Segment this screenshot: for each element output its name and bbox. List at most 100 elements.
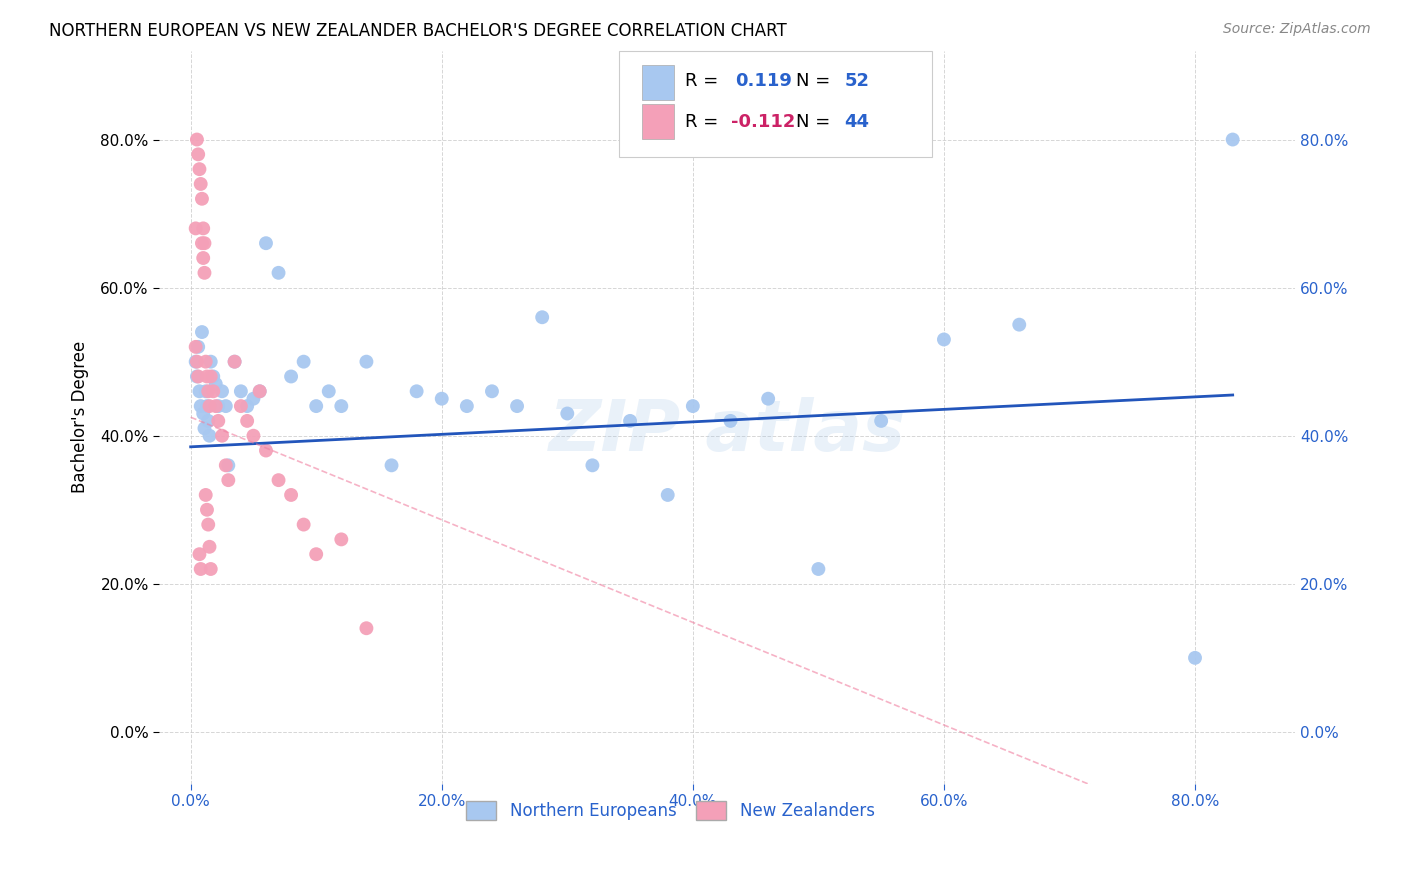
Point [204, 376, 226, 391]
Point [198, 428, 221, 442]
Point [194, 384, 217, 399]
Point [198, 540, 221, 554]
Point [202, 384, 225, 399]
Point [481, 384, 503, 399]
Point [249, 384, 271, 399]
Text: NORTHERN EUROPEAN VS NEW ZEALANDER BACHELOR'S DEGREE CORRELATION CHART: NORTHERN EUROPEAN VS NEW ZEALANDER BACHE… [49, 22, 787, 40]
Point [204, 399, 226, 413]
Y-axis label: Bachelor's Degree: Bachelor's Degree [72, 341, 89, 493]
FancyBboxPatch shape [643, 64, 673, 100]
Point [242, 392, 264, 406]
Point [267, 473, 290, 487]
Point [207, 399, 229, 413]
Point [197, 517, 219, 532]
Text: N =: N = [796, 72, 835, 90]
Point [195, 369, 218, 384]
Point [193, 236, 215, 251]
Point [198, 399, 221, 413]
Point [190, 399, 212, 413]
Point [188, 384, 211, 399]
Point [195, 502, 218, 516]
Point [292, 517, 315, 532]
Point [191, 236, 214, 251]
Point [194, 354, 217, 368]
Point [807, 562, 830, 576]
Point [356, 354, 378, 368]
Point [207, 414, 229, 428]
Point [932, 333, 955, 347]
Point [194, 488, 217, 502]
Point [236, 399, 259, 413]
Point [224, 354, 246, 368]
Point [193, 251, 215, 265]
Text: ZIP atlas: ZIP atlas [548, 397, 905, 467]
Point [756, 392, 779, 406]
Point [305, 399, 328, 413]
Point [200, 354, 222, 368]
Point [190, 177, 212, 191]
Point [430, 392, 453, 406]
Point [200, 562, 222, 576]
Text: R =: R = [685, 72, 724, 90]
Point [184, 354, 207, 368]
Point [186, 354, 208, 368]
Point [187, 369, 209, 384]
Point [197, 384, 219, 399]
Point [211, 384, 233, 399]
Point [330, 399, 353, 413]
Point [405, 384, 427, 399]
Point [555, 407, 578, 421]
Point [356, 621, 378, 635]
Point [380, 458, 402, 473]
Point [184, 340, 207, 354]
Point [1184, 651, 1206, 665]
Point [217, 473, 239, 487]
Point [186, 369, 208, 384]
Point [254, 236, 277, 251]
Point [292, 354, 315, 368]
Point [187, 147, 209, 161]
Point [215, 399, 238, 413]
Point [236, 414, 259, 428]
Legend: Northern Europeans, New Zealanders: Northern Europeans, New Zealanders [460, 794, 882, 827]
Point [1008, 318, 1031, 332]
Point [1222, 132, 1244, 146]
Point [191, 192, 214, 206]
Point [229, 399, 252, 413]
Point [456, 399, 478, 413]
Point [197, 414, 219, 428]
Point [188, 162, 211, 177]
Point [619, 414, 641, 428]
Point [195, 399, 218, 413]
Text: 52: 52 [845, 72, 869, 90]
Point [193, 221, 215, 235]
Point [267, 266, 290, 280]
Text: 0.119: 0.119 [735, 72, 792, 90]
Point [224, 354, 246, 368]
Text: N =: N = [796, 112, 835, 131]
Point [193, 407, 215, 421]
Point [184, 221, 207, 235]
Point [215, 458, 238, 473]
Text: 44: 44 [845, 112, 869, 131]
Point [249, 384, 271, 399]
Point [318, 384, 340, 399]
Point [229, 384, 252, 399]
Point [870, 414, 893, 428]
Point [190, 562, 212, 576]
Point [202, 369, 225, 384]
Point [506, 399, 529, 413]
Point [242, 428, 264, 442]
Text: Source: ZipAtlas.com: Source: ZipAtlas.com [1223, 22, 1371, 37]
Point [193, 266, 215, 280]
Point [305, 547, 328, 561]
Point [191, 325, 214, 339]
Point [280, 369, 302, 384]
Point [531, 310, 554, 325]
Point [720, 414, 742, 428]
FancyBboxPatch shape [643, 104, 673, 139]
Point [280, 488, 302, 502]
Point [581, 458, 603, 473]
Point [217, 458, 239, 473]
Point [200, 369, 222, 384]
